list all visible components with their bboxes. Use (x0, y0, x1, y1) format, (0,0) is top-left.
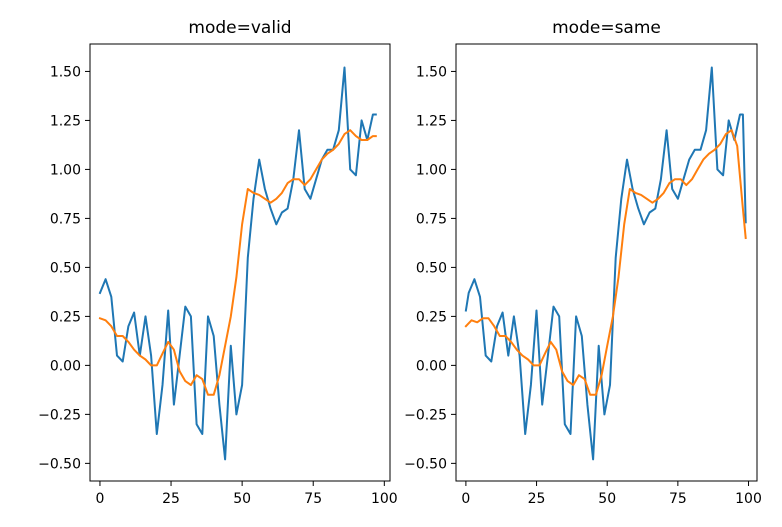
x-tick-label: 25 (162, 491, 180, 507)
series-line-1 (464, 66, 747, 461)
series-line-2 (464, 129, 747, 396)
y-tick-label: 1.00 (416, 162, 447, 178)
y-tick-label: 0.75 (416, 211, 447, 227)
y-tick-label: 0.25 (416, 309, 447, 325)
x-tick-label: 75 (669, 491, 687, 507)
y-tick-label: 1.25 (50, 113, 81, 129)
x-tick-label: 100 (371, 491, 398, 507)
y-tick-label: 0.50 (416, 260, 447, 276)
y-tick-label: −0.50 (38, 456, 81, 472)
y-tick-label: 0.75 (50, 211, 81, 227)
x-tick-label: 50 (233, 491, 251, 507)
x-tick-label: 50 (598, 491, 616, 507)
y-tick-label: 0.25 (50, 309, 81, 325)
y-tick-label: 0.50 (50, 260, 81, 276)
y-tick-label: −0.25 (404, 407, 447, 423)
x-tick-label: 0 (95, 491, 104, 507)
y-tick-label: −0.50 (404, 456, 447, 472)
subplot-valid: 0 25 50 75 100 −0.50 −0.25 0.00 0.25 0.50 0.75 1.00… (38, 18, 398, 507)
x-tick-label: 100 (735, 491, 762, 507)
x-tick-label: 75 (304, 491, 322, 507)
axes-frame (89, 43, 391, 482)
x-tick-label: 25 (528, 491, 546, 507)
y-tick-label: 0.00 (416, 358, 447, 374)
y-tick-label: 1.00 (50, 162, 81, 178)
axes-frame (455, 43, 758, 482)
subplot-same: 0 25 50 75 100 −0.50 −0.25 0.00 0.25 0.50 0.75 1.00… (404, 18, 762, 507)
chart-title: mode=same (552, 18, 661, 38)
x-tick-label: 0 (461, 491, 470, 507)
series-line-2 (98, 129, 377, 396)
y-tick-label: 1.50 (50, 64, 81, 80)
chart-title: mode=valid (188, 18, 291, 38)
y-tick-label: 1.25 (416, 113, 447, 129)
y-tick-label: −0.25 (38, 407, 81, 423)
y-tick-label: 1.50 (416, 64, 447, 80)
y-tick-label: 0.00 (50, 358, 81, 374)
